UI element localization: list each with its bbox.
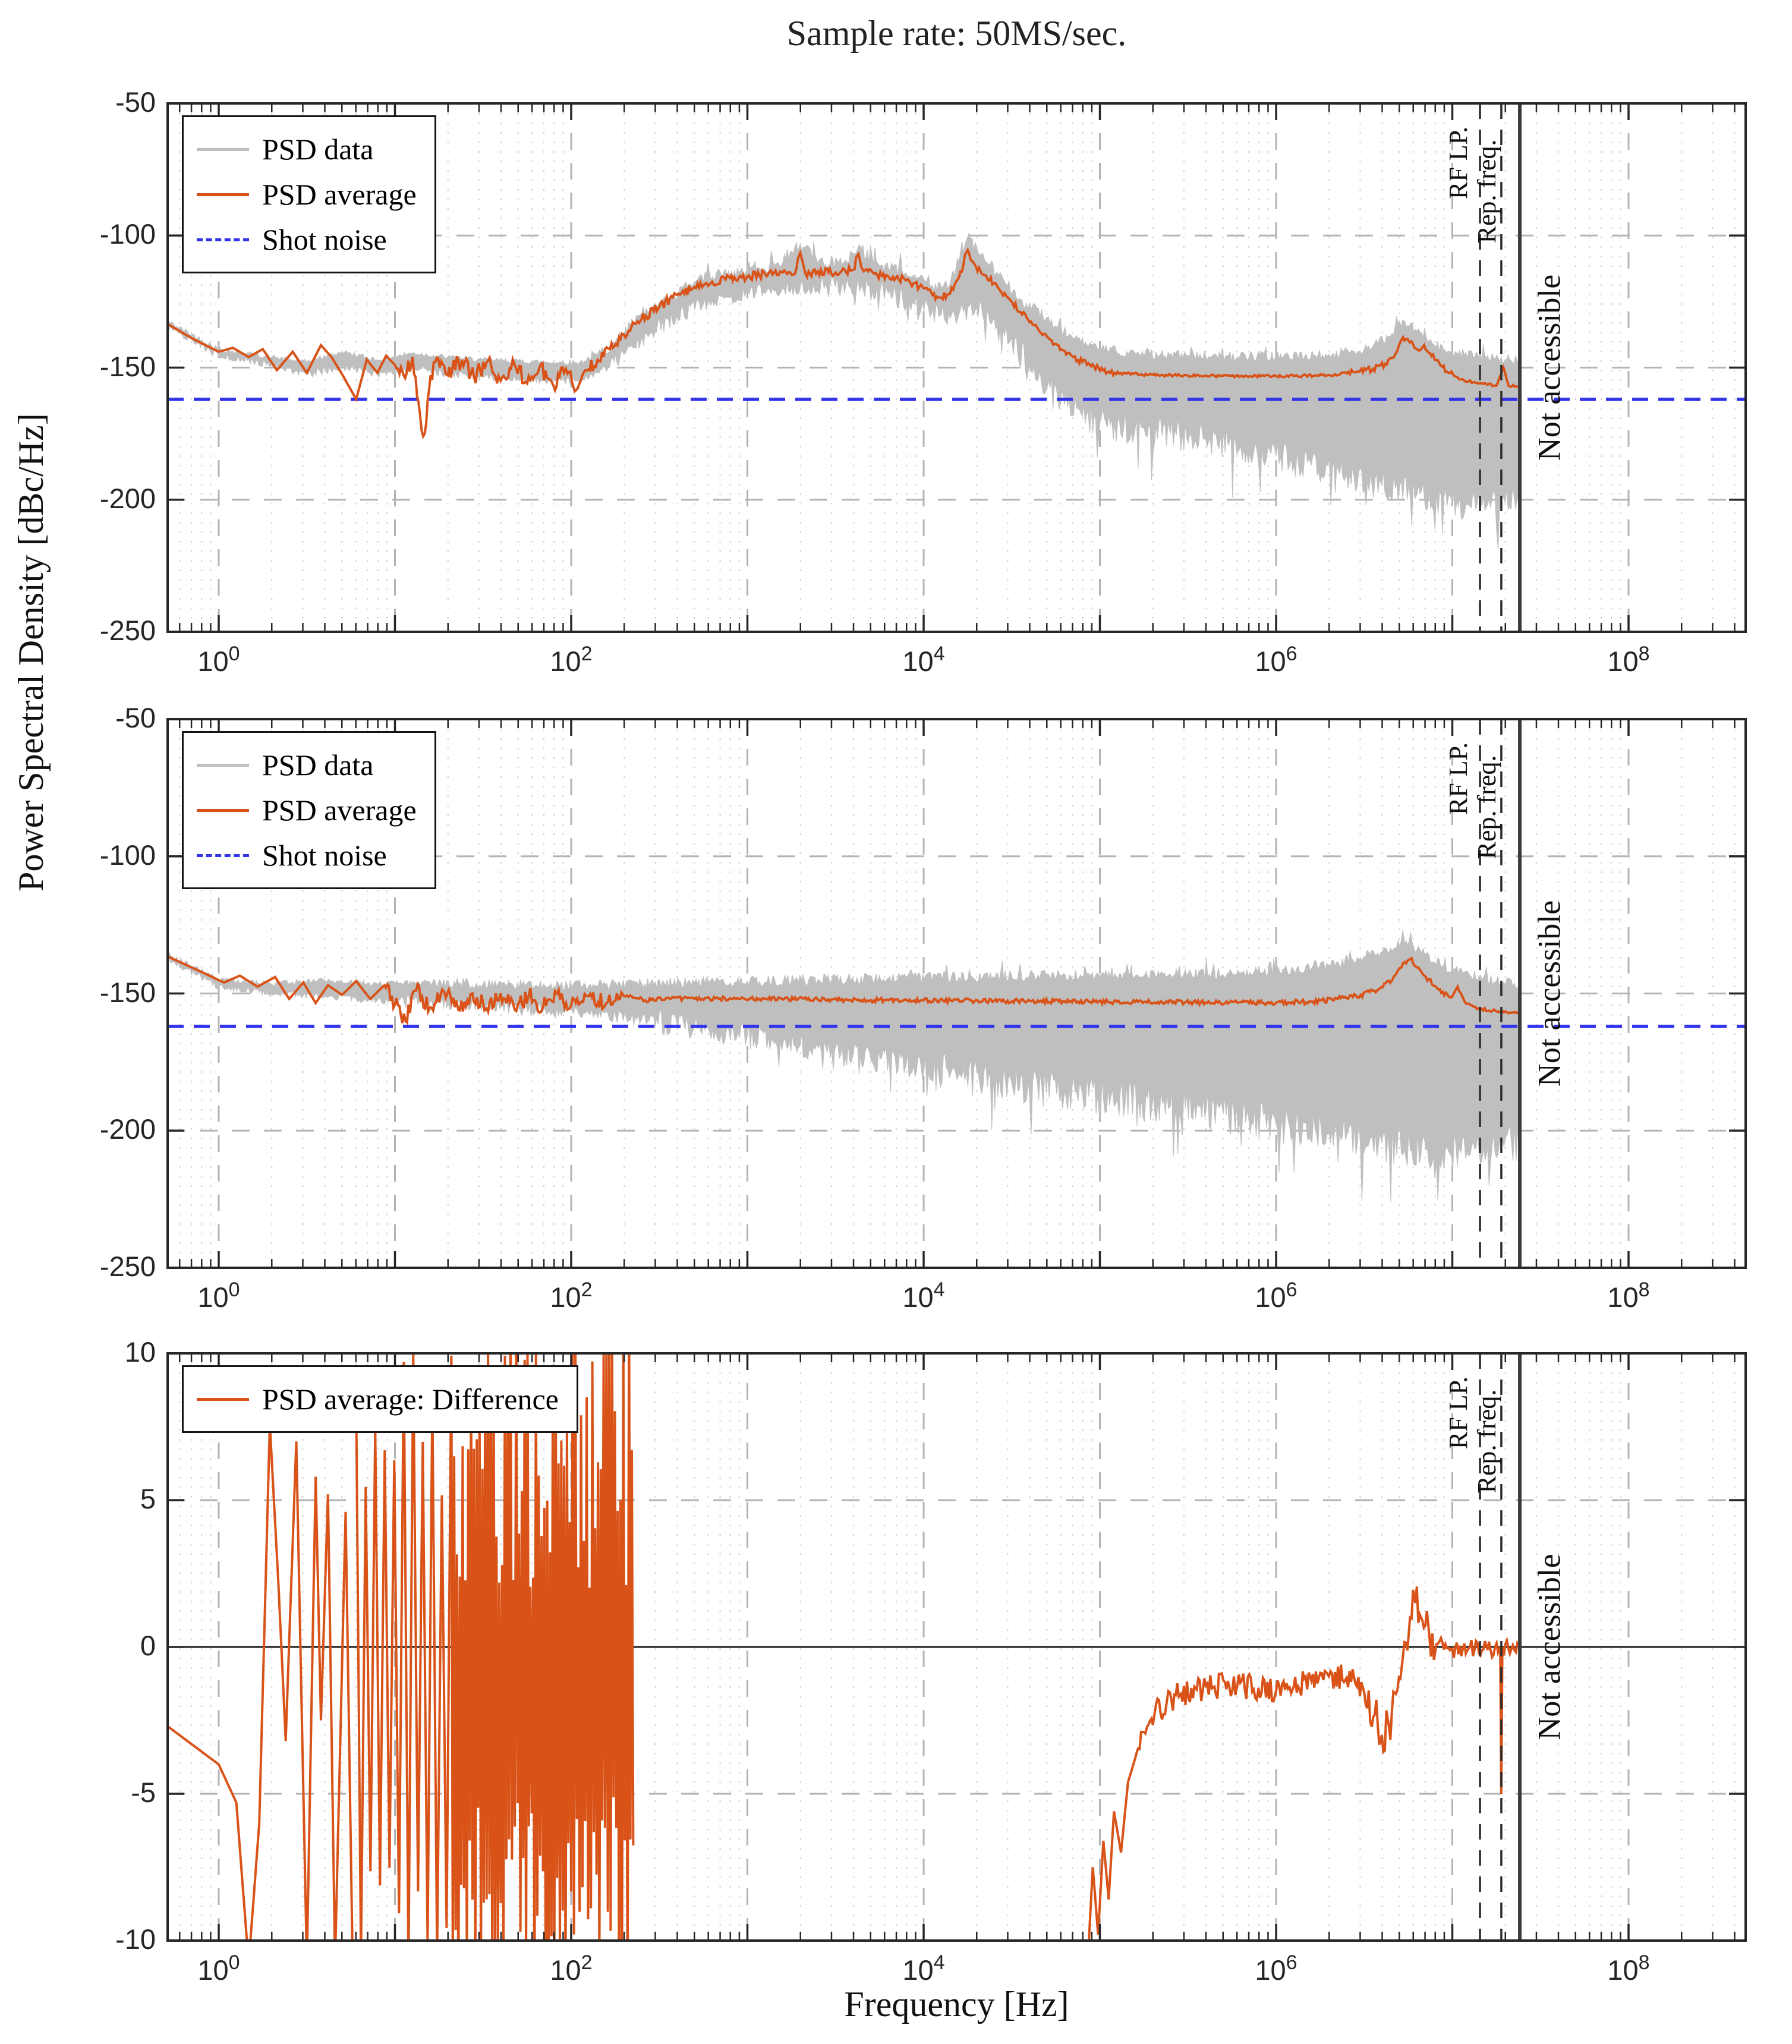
psd-difference-line	[355, 1354, 453, 1941]
y-tick-label: -100	[99, 218, 156, 250]
psd-difference-line	[450, 1353, 635, 1941]
legend-item-shot-noise: Shot noise	[197, 833, 417, 878]
y-tick-label: 5	[140, 1483, 156, 1514]
rep-freq-annotation: Rep. freq.	[1472, 755, 1501, 859]
x-tick-label: 106	[1255, 1278, 1297, 1313]
axes-box	[166, 102, 1747, 633]
x-tick-label: 104	[902, 1278, 945, 1313]
shot-noise-line-swatch	[197, 853, 249, 857]
y-tick-label: -200	[99, 1113, 156, 1145]
x-axis-label: Frequency [Hz]	[844, 1985, 1069, 2024]
x-tick-label: 108	[1607, 1951, 1650, 1986]
psd-average-line	[168, 955, 1520, 1025]
figure-title: Sample rate: 50MS/sec.	[786, 14, 1127, 53]
y-tick-label: -250	[99, 615, 156, 646]
x-tick-label: 106	[1255, 1951, 1297, 1986]
not-accessible-annotation: Not accessible	[1531, 900, 1567, 1086]
legend-bottom-plot: PSD average: Difference	[182, 1365, 578, 1433]
x-tick-label: 100	[197, 643, 240, 677]
not-accessible-annotation: Not accessible	[1531, 1554, 1567, 1740]
rep-freq-annotation: Rep. freq.	[1472, 1390, 1501, 1494]
psd-data-band	[168, 232, 1520, 549]
legend-label: PSD data	[262, 748, 374, 782]
x-tick-label: 108	[1607, 1278, 1650, 1313]
subplot-psd_middle: RF LP. Rep. freq. Not accessible	[166, 718, 1747, 1269]
axes-box	[166, 718, 1747, 1269]
rf-lp-annotation: RF LP.	[1444, 127, 1473, 199]
rf-lp-annotation: RF LP.	[1444, 742, 1473, 815]
y-tick-label: -150	[99, 976, 156, 1008]
legend-item-psd-data: PSD data	[197, 742, 417, 788]
legend-label: Shot noise	[262, 223, 387, 256]
psd-data-band	[168, 930, 1520, 1202]
y-tick-label: -100	[99, 839, 156, 871]
legend-middle-plot: PSD data PSD average Shot noise	[182, 731, 436, 889]
y-tick-label: -250	[99, 1251, 156, 1282]
rf-lp-annotation: RF LP.	[1444, 1377, 1473, 1449]
legend-label: PSD average	[262, 178, 417, 211]
x-tick-label: 100	[197, 1278, 240, 1313]
legend-label: PSD data	[262, 133, 374, 166]
y-tick-label: -50	[115, 702, 156, 733]
y-tick-label: 0	[140, 1630, 156, 1661]
psd-data-line-swatch	[197, 763, 249, 767]
x-tick-label: 106	[1255, 643, 1297, 677]
y-tick-label: -150	[99, 350, 156, 382]
y-tick-label: -50	[115, 86, 156, 118]
y-tick-label: 10	[124, 1336, 156, 1368]
y-tick-label: -10	[115, 1923, 156, 1955]
x-tick-label: 104	[902, 1951, 945, 1986]
x-tick-label: 108	[1607, 643, 1650, 677]
y-tick-label: -200	[99, 482, 156, 514]
psd-average-line-swatch	[197, 808, 249, 812]
x-tick-label: 100	[197, 1951, 240, 1986]
difference-line-swatch	[197, 1397, 249, 1401]
legend-item-psd-average: PSD average	[197, 788, 417, 833]
psd-data-line-swatch	[197, 147, 249, 151]
subplot-difference: RF LP. Rep. freq. Not accessible	[166, 1352, 1747, 1942]
legend-item-psd-average: PSD average	[197, 172, 417, 217]
x-tick-label: 102	[550, 1278, 593, 1313]
rep-freq-annotation: Rep. freq.	[1472, 140, 1501, 244]
x-tick-label: 102	[550, 643, 593, 677]
x-tick-label: 104	[902, 643, 945, 677]
legend-label: PSD average	[262, 793, 417, 827]
legend-item-psd-difference: PSD average: Difference	[197, 1377, 559, 1422]
not-accessible-annotation: Not accessible	[1531, 275, 1567, 461]
x-tick-label: 102	[550, 1951, 593, 1986]
legend-label: Shot noise	[262, 839, 387, 872]
legend-item-psd-data: PSD data	[197, 127, 417, 172]
legend-top-plot: PSD data PSD average Shot noise	[182, 115, 436, 273]
y-tick-label: -5	[131, 1777, 156, 1808]
shot-noise-line-swatch	[197, 238, 249, 241]
psd-average-line-swatch	[197, 193, 249, 196]
legend-item-shot-noise: Shot noise	[197, 217, 417, 262]
subplot-psd_top: RF LP. Rep. freq. Not accessible	[166, 102, 1747, 633]
psd-average-line	[168, 247, 1520, 440]
psd-difference-line	[1088, 1586, 1521, 1941]
axes-box	[166, 1352, 1747, 1942]
psd-difference-line	[168, 1423, 354, 1941]
legend-label: PSD average: Difference	[262, 1382, 559, 1416]
